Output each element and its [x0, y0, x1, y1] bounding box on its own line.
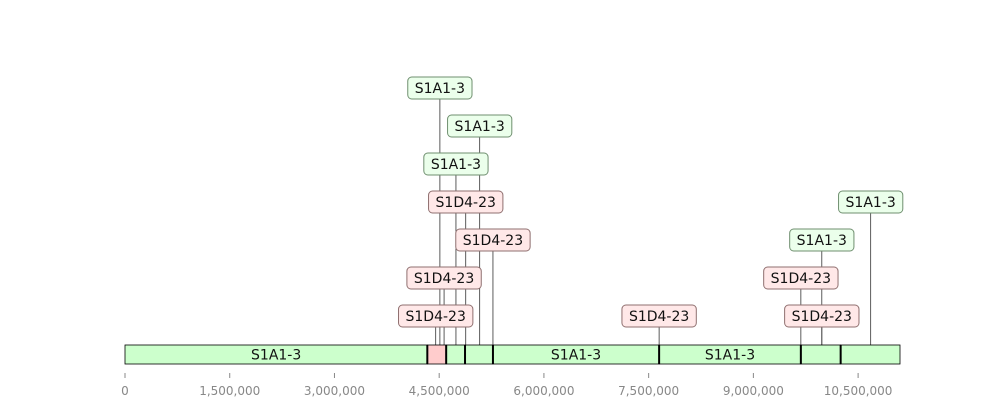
annotation-10: S1A1-3: [838, 190, 904, 214]
x-axis: 0 1,500,000 3,000,000 4,500,000 6,000,000 7,5…: [121, 373, 892, 398]
annotation-box-6: [398, 304, 474, 328]
annotation-3: S1D4-23: [428, 190, 504, 214]
annotation-4: S1D4-23: [455, 228, 531, 252]
annotation-6: S1D4-23: [398, 304, 474, 328]
annotation-box-4: [455, 228, 531, 252]
annotation-box-10: [838, 190, 904, 214]
tick-label-3: 4,500,000: [409, 384, 470, 398]
annotation-label-3: S1D4-23: [436, 195, 496, 211]
tick-label-1: 1,500,000: [199, 384, 260, 398]
annotation-label-9: S1A1-3: [797, 233, 847, 249]
annotation-label-4: S1D4-23: [463, 233, 523, 249]
annotation-label-5: S1D4-23: [414, 271, 474, 287]
annotation-label-2: S1A1-3: [431, 157, 481, 173]
segment-2: [445, 344, 466, 365]
segment-1: [426, 344, 447, 365]
annotation-label-10: S1A1-3: [846, 195, 896, 211]
annotation-7: S1D4-23: [621, 304, 697, 328]
annotation-box-1: [447, 114, 513, 138]
segment-label-0: S1A1-3: [251, 348, 301, 364]
annotation-labels: S1A1-3 S1A1-3 S1A1-3 S1D4-23 S1D4-23 S1D4-23 S…: [398, 76, 904, 328]
annotation-box-0: [407, 76, 473, 100]
segment-3: [464, 344, 494, 365]
annotation-box-8: [763, 266, 839, 290]
annotation-1: S1A1-3: [447, 114, 513, 138]
annotation-label-0: S1A1-3: [415, 81, 465, 97]
segment-7: [840, 344, 901, 365]
feature-track: S1A1-3 S1A1-3 S1A1-3: [124, 344, 901, 365]
annotation-box-2: [423, 152, 489, 176]
annotation-box-7: [621, 304, 697, 328]
annotation-box-11: [784, 304, 860, 328]
tick-label-2: 3,000,000: [304, 384, 365, 398]
annotation-label-7: S1D4-23: [629, 309, 689, 325]
annotation-box-9: [789, 228, 855, 252]
annotation-5: S1D4-23: [406, 266, 482, 290]
tick-label-7: 10,500,000: [824, 384, 893, 398]
annotation-label-6: S1D4-23: [406, 309, 466, 325]
segment-6: [800, 344, 842, 365]
annotation-9: S1A1-3: [789, 228, 855, 252]
tick-label-4: 6,000,000: [513, 384, 574, 398]
annotation-box-5: [406, 266, 482, 290]
segment-label-4: S1A1-3: [551, 348, 601, 364]
annotation-2: S1A1-3: [423, 152, 489, 176]
tick-label-0: 0: [121, 384, 129, 398]
annotation-label-11: S1D4-23: [792, 309, 852, 325]
annotation-box-3: [428, 190, 504, 214]
segment-label-5: S1A1-3: [705, 348, 755, 364]
annotation-label-8: S1D4-23: [771, 271, 831, 287]
tick-label-5: 7,500,000: [618, 384, 679, 398]
annotation-8: S1D4-23: [763, 266, 839, 290]
annotation-label-1: S1A1-3: [455, 119, 505, 135]
annotation-0: S1A1-3: [407, 76, 473, 100]
tick-label-6: 9,000,000: [723, 384, 784, 398]
annotation-11: S1D4-23: [784, 304, 860, 328]
